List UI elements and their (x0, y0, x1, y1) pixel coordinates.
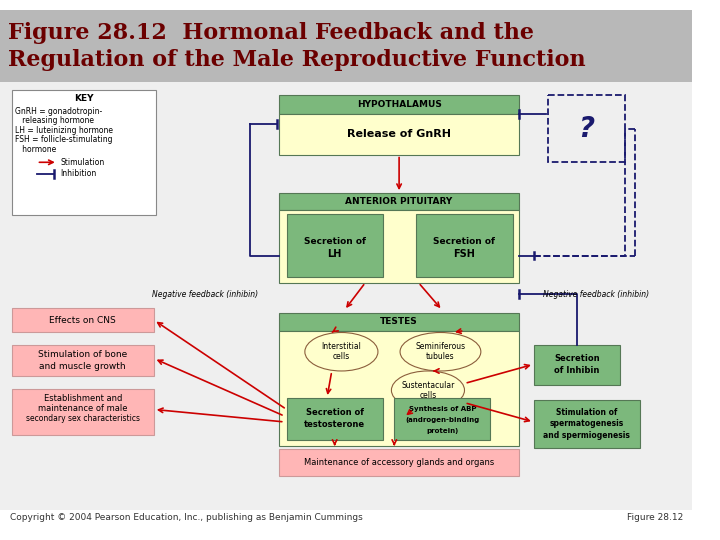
Text: FSH: FSH (454, 248, 475, 259)
Bar (0, 10, 693, 83)
Bar (287, 398, 383, 440)
Text: and spermiogenesis: and spermiogenesis (543, 431, 630, 440)
Bar (279, 193, 519, 211)
Text: releasing hormone: releasing hormone (15, 116, 94, 125)
Text: protein): protein) (426, 428, 459, 434)
Text: ?: ? (579, 114, 595, 143)
Bar (395, 398, 490, 440)
Text: Copyright © 2004 Pearson Education, Inc., publishing as Benjamin Cummings: Copyright © 2004 Pearson Education, Inc.… (9, 512, 362, 522)
Bar (12, 308, 154, 332)
Text: hormone: hormone (15, 145, 57, 154)
Text: of Inhibin: of Inhibin (554, 366, 600, 375)
Text: KEY: KEY (74, 94, 94, 103)
Text: Secretion of: Secretion of (304, 237, 366, 246)
Text: maintenance of male: maintenance of male (38, 404, 127, 413)
Text: Stimulation of: Stimulation of (556, 408, 617, 417)
Ellipse shape (392, 371, 464, 409)
Text: secondary sex characteristics: secondary sex characteristics (26, 414, 140, 423)
Text: Establishment and: Establishment and (43, 394, 122, 403)
Text: Stimulation: Stimulation (60, 158, 105, 167)
Bar (534, 400, 639, 448)
Bar (279, 313, 519, 330)
Bar (12, 345, 154, 376)
Text: cells: cells (419, 390, 436, 400)
Text: Stimulation of bone: Stimulation of bone (38, 350, 127, 359)
Text: HYPOTHALAMUS: HYPOTHALAMUS (356, 100, 441, 109)
Bar (534, 345, 621, 386)
Bar (287, 214, 383, 276)
Bar (279, 330, 519, 446)
Text: Negative feedback (inhibin): Negative feedback (inhibin) (543, 289, 649, 299)
Bar (12, 389, 154, 435)
Ellipse shape (400, 333, 481, 371)
Text: Effects on CNS: Effects on CNS (50, 315, 116, 325)
Text: testosterone: testosterone (304, 420, 365, 429)
Ellipse shape (305, 333, 378, 371)
Text: Figure 28.12: Figure 28.12 (626, 512, 683, 522)
Bar (279, 114, 519, 154)
Bar (279, 95, 519, 114)
Text: Inhibition: Inhibition (60, 170, 96, 178)
Text: Interstitial: Interstitial (321, 342, 361, 352)
Bar (0, 83, 693, 510)
Text: Secretion of: Secretion of (306, 408, 364, 417)
Text: Synthesis of ABP: Synthesis of ABP (409, 407, 476, 413)
Text: GnRH = gonadotropin-: GnRH = gonadotropin- (15, 106, 103, 116)
Text: Negative feedback (inhibin): Negative feedback (inhibin) (152, 289, 258, 299)
Text: LH = luteinizing hormone: LH = luteinizing hormone (15, 126, 113, 135)
Text: Secretion of: Secretion of (433, 237, 495, 246)
Text: Secretion: Secretion (554, 354, 600, 363)
Text: Maintenance of accessory glands and organs: Maintenance of accessory glands and orga… (304, 458, 494, 467)
Text: LH: LH (328, 248, 342, 259)
Text: Regulation of the Male Reproductive Function: Regulation of the Male Reproductive Func… (8, 49, 585, 71)
Bar (279, 449, 519, 476)
Text: (androgen-binding: (androgen-binding (405, 417, 480, 423)
Text: tubules: tubules (426, 352, 455, 361)
Text: TESTES: TESTES (380, 318, 418, 327)
Text: Seminiferous: Seminiferous (415, 342, 466, 352)
Bar (12, 90, 156, 215)
Bar (416, 214, 513, 276)
Text: Figure 28.12  Hormonal Feedback and the: Figure 28.12 Hormonal Feedback and the (8, 22, 534, 44)
Text: Release of GnRH: Release of GnRH (347, 130, 451, 139)
Text: FSH = follicle-stimulating: FSH = follicle-stimulating (15, 136, 113, 144)
Bar (279, 211, 519, 282)
Text: ANTERIOR PITUITARY: ANTERIOR PITUITARY (346, 197, 453, 206)
Text: cells: cells (333, 352, 350, 361)
Text: and muscle growth: and muscle growth (40, 362, 126, 370)
Text: spermatogenesis: spermatogenesis (549, 420, 624, 428)
Text: Sustentacular: Sustentacular (401, 381, 454, 390)
Bar (548, 95, 625, 163)
